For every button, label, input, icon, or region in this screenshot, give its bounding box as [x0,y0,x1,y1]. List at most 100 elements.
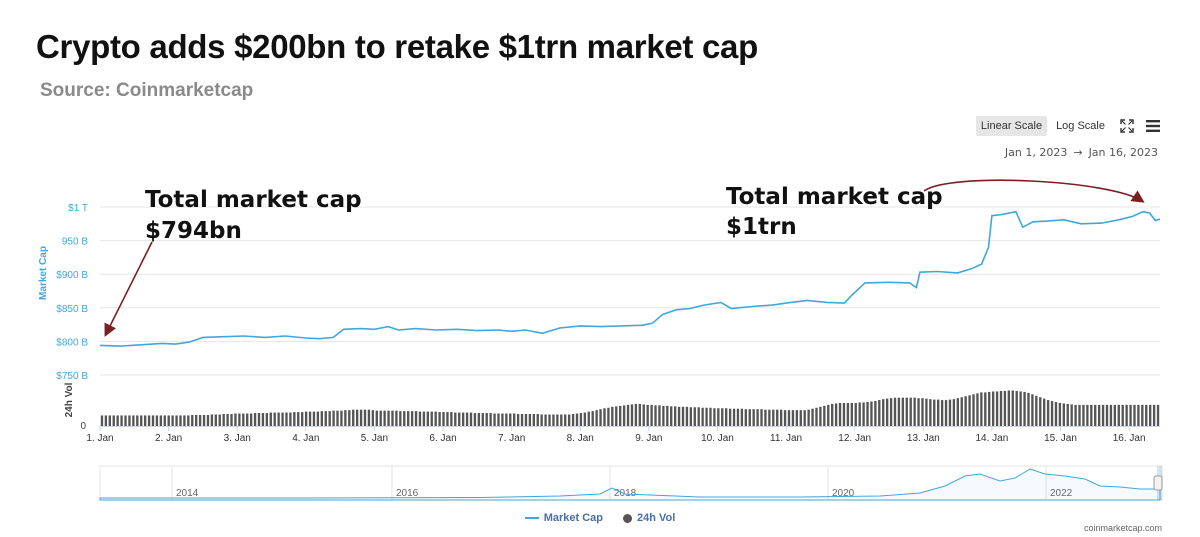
volume-bar [921,398,924,426]
fullscreen-icon[interactable] [1118,117,1136,135]
chart-legend: Market Cap 24h Vol [0,512,1200,524]
legend-line-icon [524,517,539,519]
date-range: Jan 1, 2023 → Jan 16, 2023 [1005,146,1158,159]
volume-bar [477,413,481,426]
hamburger-menu-icon[interactable] [1144,117,1162,135]
volume-bar [430,411,433,426]
volume-bar [713,408,716,426]
legend-24h-vol[interactable]: 24h Vol [622,512,675,524]
volume-bar [218,414,221,426]
volume-bar [889,398,893,426]
volume-bar [1149,404,1152,426]
volume-bar [124,415,127,426]
volume-bar [355,409,359,426]
volume-bar [866,402,869,426]
volume-bar [304,411,308,426]
volume-bar [167,415,170,426]
volume-bar [642,404,645,426]
volume-bar [183,415,186,426]
x-tick-label: 2. Jan [155,433,182,444]
y-tick-label: $800 B [56,337,88,348]
legend-market-cap[interactable]: Market Cap [524,512,603,524]
source-credit: coinmarketcap.com [1083,523,1162,533]
volume-bar [1050,401,1054,426]
volume-bar [1027,392,1030,426]
range-navigator[interactable]: 2014 2016 2018 2020 2022 [99,465,1163,501]
volume-bar [662,405,665,426]
volume-bar [721,408,724,426]
y-axis-label: Market Cap [38,246,49,300]
volume-bar [909,397,912,426]
volume-bar [882,399,885,426]
volume-bar [752,409,755,426]
volume-bar [1011,390,1014,426]
volume-bar [988,391,991,426]
volume-bar [198,414,202,426]
volume-bar [407,411,410,426]
log-scale-button[interactable]: Log Scale [1056,120,1105,132]
volume-bar [779,409,783,426]
navigator-handle[interactable] [1153,475,1163,491]
volume-bar [991,391,995,426]
x-tick-label: 3. Jan [224,433,251,444]
volume-bar [132,415,135,426]
y-tick-label: $850 B [56,304,88,315]
volume-bar [834,403,838,426]
volume-bar [458,412,461,426]
volume-bar [399,411,402,426]
navigator-line [99,468,1161,501]
volume-bar [960,397,963,426]
volume-bar [112,415,115,426]
volume-bar [556,414,559,426]
volume-bar [1145,404,1148,426]
volume-bar [336,410,339,426]
volume-bar [489,413,492,426]
volume-bar [108,415,111,426]
volume-bar [1117,404,1120,426]
volume-bar [709,407,712,426]
annotation-right-line1: Total market cap [726,184,943,210]
volume-bar [1082,404,1085,426]
x-tick-label: 7. Jan [498,433,525,444]
volume-bar [403,411,406,426]
volume-bar [595,410,598,426]
x-tick-label: 11. Jan [770,433,802,444]
volume-bar [128,415,131,426]
volume-bar [540,414,543,426]
volume-bar [344,410,347,426]
range-start[interactable]: Jan 1, 2023 [1004,146,1068,159]
volume-bar [418,411,422,426]
volume-bar [461,412,465,426]
volume-bar [646,404,649,426]
volume-bar [799,410,802,426]
volume-bar [783,410,787,426]
volume-bar [191,414,194,426]
volume-bar [901,397,905,426]
volume-bar [944,400,948,426]
x-tick-label: 14. Jan [976,433,1009,444]
volume-bar [560,414,563,426]
volume-bar [819,406,822,426]
volume-bar [870,401,873,426]
volume-bar [1039,397,1042,426]
volume-bar [230,414,233,426]
volume-bar [905,397,908,426]
volume-bar [159,415,163,426]
volume-bar [1121,404,1124,426]
volume-bar [658,405,661,426]
volume-bar [210,414,214,426]
volume-bar [379,410,382,426]
linear-scale-button[interactable]: Linear Scale [975,116,1048,136]
volume-bar [454,412,457,426]
volume-bar [1101,404,1105,426]
market-cap-line [99,210,1161,347]
annotation-right-line2: $1trn [726,214,797,240]
range-end[interactable]: Jan 16, 2023 [1088,146,1158,159]
volume-bar [764,409,767,426]
volume-bar [619,405,622,426]
volume-bar [893,397,897,426]
volume-bar [1023,391,1026,426]
volume-bar [571,414,575,426]
volume-bar [1133,404,1136,426]
volume-bar [497,413,500,426]
